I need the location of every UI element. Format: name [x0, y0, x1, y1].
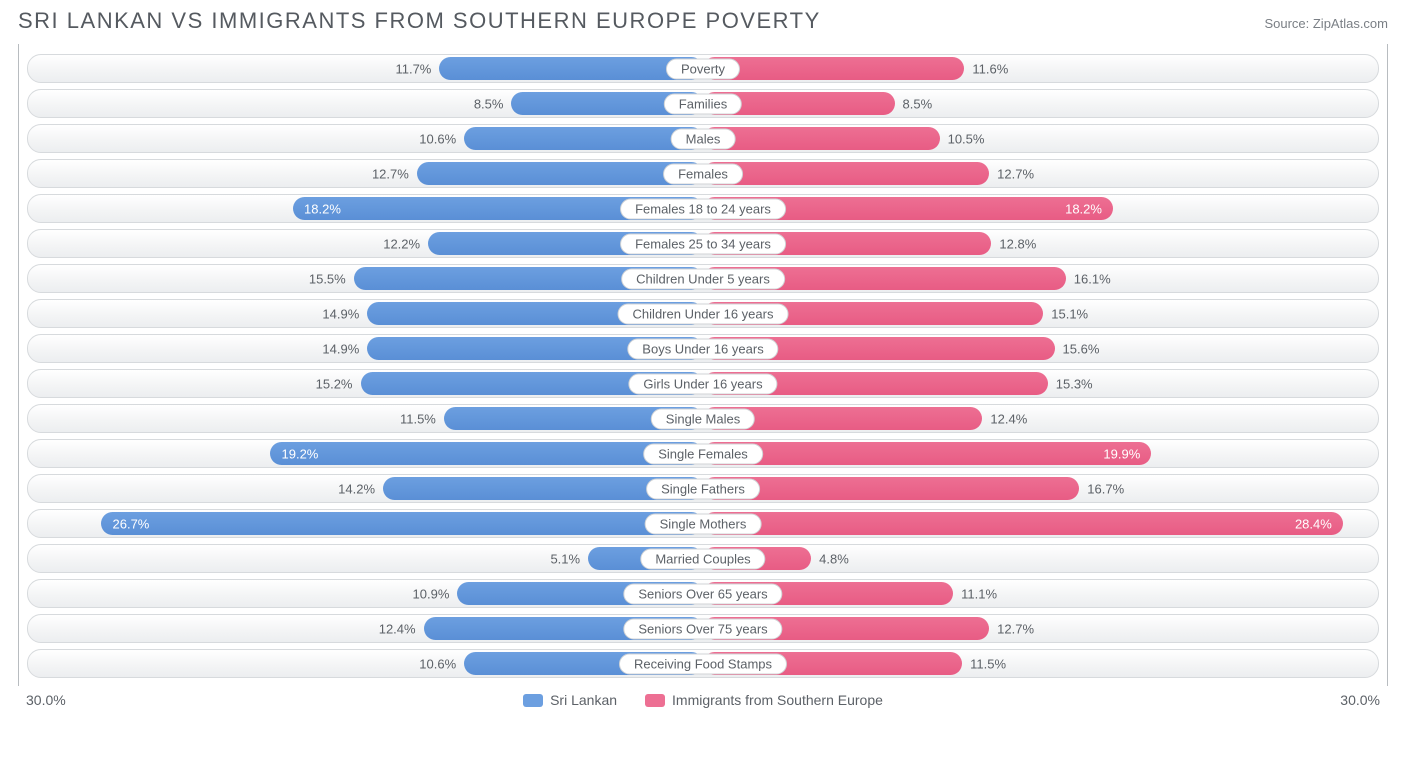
value-label-right: 28.4%: [1295, 516, 1332, 531]
chart-row: 12.7% 12.7% Females: [27, 159, 1379, 188]
value-label-right: 19.9%: [1103, 446, 1140, 461]
legend-item-left: Sri Lankan: [523, 692, 617, 708]
chart-row: 15.2% 15.3% Girls Under 16 years: [27, 369, 1379, 398]
axis-max-right: 30.0%: [1340, 692, 1380, 708]
value-label-right: 12.8%: [999, 236, 1036, 251]
value-label-left: 14.9%: [322, 306, 359, 321]
value-label-left: 11.7%: [395, 61, 431, 76]
category-label: Receiving Food Stamps: [619, 653, 787, 674]
chart-header: SRI LANKAN VS IMMIGRANTS FROM SOUTHERN E…: [18, 8, 1388, 34]
category-label: Seniors Over 75 years: [623, 618, 782, 639]
category-label: Seniors Over 65 years: [623, 583, 782, 604]
value-label-right: 12.7%: [997, 166, 1034, 181]
value-label-left: 14.2%: [338, 481, 375, 496]
value-label-right: 8.5%: [903, 96, 933, 111]
category-label: Poverty: [666, 58, 740, 79]
value-label-right: 12.7%: [997, 621, 1034, 636]
chart-row: 11.7% 11.6% Poverty: [27, 54, 1379, 83]
chart-row: 14.9% 15.6% Boys Under 16 years: [27, 334, 1379, 363]
chart-row: 8.5% 8.5% Families: [27, 89, 1379, 118]
category-label: Single Females: [643, 443, 763, 464]
bar-right: [703, 442, 1151, 465]
category-label: Girls Under 16 years: [628, 373, 777, 394]
value-label-left: 12.4%: [379, 621, 416, 636]
value-label-right: 18.2%: [1065, 201, 1102, 216]
legend-item-right: Immigrants from Southern Europe: [645, 692, 883, 708]
value-label-left: 26.7%: [113, 516, 150, 531]
value-label-right: 11.1%: [961, 586, 997, 601]
value-label-right: 15.6%: [1063, 341, 1100, 356]
chart-row: 14.9% 15.1% Children Under 16 years: [27, 299, 1379, 328]
value-label-left: 18.2%: [304, 201, 341, 216]
category-label: Single Fathers: [646, 478, 760, 499]
chart-row: 5.1% 4.8% Married Couples: [27, 544, 1379, 573]
bar-right: [703, 512, 1343, 535]
chart-row: 12.4% 12.7% Seniors Over 75 years: [27, 614, 1379, 643]
chart-row: 11.5% 12.4% Single Males: [27, 404, 1379, 433]
category-label: Boys Under 16 years: [627, 338, 778, 359]
category-label: Females: [663, 163, 743, 184]
chart-row: 12.2% 12.8% Females 25 to 34 years: [27, 229, 1379, 258]
source-name: ZipAtlas.com: [1313, 16, 1388, 31]
value-label-left: 14.9%: [322, 341, 359, 356]
value-label-left: 5.1%: [550, 551, 580, 566]
bar-left: [464, 127, 703, 150]
value-label-left: 8.5%: [474, 96, 504, 111]
category-label: Single Mothers: [645, 513, 762, 534]
value-label-right: 16.1%: [1074, 271, 1111, 286]
category-label: Single Males: [651, 408, 755, 429]
value-label-right: 12.4%: [990, 411, 1027, 426]
value-label-left: 10.6%: [419, 131, 456, 146]
value-label-left: 12.2%: [383, 236, 420, 251]
category-label: Married Couples: [640, 548, 765, 569]
value-label-right: 15.3%: [1056, 376, 1093, 391]
bar-right: [703, 127, 940, 150]
value-label-left: 15.2%: [316, 376, 353, 391]
value-label-left: 19.2%: [282, 446, 319, 461]
chart-row: 14.2% 16.7% Single Fathers: [27, 474, 1379, 503]
diverging-bar-chart: 11.7%11.6%Poverty8.5%8.5%Families10.6%10…: [18, 44, 1388, 686]
category-label: Families: [664, 93, 742, 114]
legend-swatch-left: [523, 694, 543, 707]
value-label-left: 11.5%: [400, 411, 436, 426]
value-label-left: 10.6%: [419, 656, 456, 671]
chart-source: Source: ZipAtlas.com: [1264, 16, 1388, 31]
chart-row: 18.2% 18.2% Females 18 to 24 years: [27, 194, 1379, 223]
axis-max-left: 30.0%: [26, 692, 66, 708]
chart-title: SRI LANKAN VS IMMIGRANTS FROM SOUTHERN E…: [18, 8, 821, 34]
value-label-left: 10.9%: [413, 586, 450, 601]
bar-left: [417, 162, 703, 185]
bar-right: [703, 57, 964, 80]
chart-row: 10.9% 11.1% Seniors Over 65 years: [27, 579, 1379, 608]
legend: Sri Lankan Immigrants from Southern Euro…: [66, 692, 1341, 708]
chart-row: 19.2% 19.9% Single Females: [27, 439, 1379, 468]
source-prefix: Source:: [1264, 16, 1312, 31]
value-label-left: 12.7%: [372, 166, 409, 181]
legend-label-right: Immigrants from Southern Europe: [672, 692, 883, 708]
category-label: Females 25 to 34 years: [620, 233, 786, 254]
chart-row: 26.7% 28.4% Single Mothers: [27, 509, 1379, 538]
value-label-right: 4.8%: [819, 551, 849, 566]
legend-label-left: Sri Lankan: [550, 692, 617, 708]
value-label-right: 11.5%: [970, 656, 1006, 671]
value-label-right: 16.7%: [1087, 481, 1124, 496]
value-label-left: 15.5%: [309, 271, 346, 286]
category-label: Children Under 5 years: [621, 268, 785, 289]
bar-left: [270, 442, 703, 465]
value-label-right: 11.6%: [972, 61, 1008, 76]
chart-row: 10.6% 11.5% Receiving Food Stamps: [27, 649, 1379, 678]
legend-swatch-right: [645, 694, 665, 707]
category-label: Males: [671, 128, 736, 149]
chart-row: 15.5% 16.1% Children Under 5 years: [27, 264, 1379, 293]
bar-left: [101, 512, 703, 535]
bar-left: [439, 57, 703, 80]
chart-footer: 30.0% Sri Lankan Immigrants from Souther…: [18, 692, 1388, 708]
bar-right: [703, 162, 989, 185]
value-label-right: 10.5%: [948, 131, 985, 146]
value-label-right: 15.1%: [1051, 306, 1088, 321]
category-label: Females 18 to 24 years: [620, 198, 786, 219]
chart-row: 10.6% 10.5% Males: [27, 124, 1379, 153]
category-label: Children Under 16 years: [618, 303, 789, 324]
